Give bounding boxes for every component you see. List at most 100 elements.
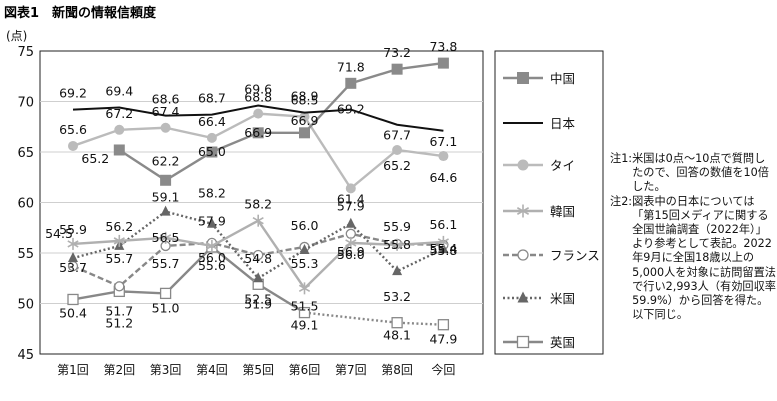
data-label: 55.9 xyxy=(383,219,411,234)
data-point xyxy=(517,291,529,303)
data-point xyxy=(438,151,449,162)
x-tick-label: 今回 xyxy=(431,362,455,377)
data-point xyxy=(516,335,530,349)
y-tick-label: 50 xyxy=(17,298,34,313)
asterisk-stroke xyxy=(345,239,357,247)
data-label: 55.7 xyxy=(105,251,133,266)
data-label: 54.5 xyxy=(45,226,73,241)
data-label: 73.2 xyxy=(383,45,411,60)
legend-item-日本: 日本 xyxy=(503,116,576,131)
data-label: 68.5 xyxy=(291,93,319,108)
series-line xyxy=(72,245,306,314)
legend-label: 日本 xyxy=(550,116,576,131)
legend-item-米国: 米国 xyxy=(503,291,575,306)
y-axis-unit-label: (点) xyxy=(6,29,27,43)
data-label: 69.2 xyxy=(59,86,87,101)
data-point xyxy=(68,140,78,151)
note-1-text: 米国は0点～10点で質問したので、回答の数値を10倍した。 xyxy=(632,152,769,194)
x-tick-label: 第5回 xyxy=(242,363,274,377)
data-point xyxy=(437,319,450,331)
data-label: 56.1 xyxy=(429,217,457,232)
data-labels: 69.2 69.4 68.6 68.7 69.6 68.9 71.8 73.2 73.8 65.6… xyxy=(45,39,457,347)
y-tick-labels: 45 50 55 60 65 70 75 xyxy=(17,45,34,363)
y-tick-label: 55 xyxy=(17,247,34,262)
data-point xyxy=(299,111,310,122)
legend-item-フランス: フランス xyxy=(503,248,600,263)
legend-item-中国: 中国 xyxy=(503,71,575,86)
series-中国 xyxy=(113,57,449,186)
data-label: 57.9 xyxy=(337,199,365,214)
asterisk-stroke xyxy=(252,216,264,225)
data-point xyxy=(114,124,125,135)
data-label: 56.5 xyxy=(152,230,180,245)
data-point xyxy=(160,231,172,244)
data-point xyxy=(206,217,217,228)
data-label: 51.5 xyxy=(291,298,319,313)
data-point xyxy=(113,234,125,247)
asterisk-stroke xyxy=(298,284,311,293)
asterisk-stroke xyxy=(437,238,449,246)
data-label: 56.0 xyxy=(291,218,319,233)
data-label: 68.8 xyxy=(244,90,272,105)
data-label: 55.3 xyxy=(291,256,319,271)
x-tick-labels: 第1回 第2回 第3回 第4回 第5回 第6回 第7回 第8回 今回 xyxy=(57,362,455,377)
note-2-label: 注2: xyxy=(610,194,633,208)
data-label: 65.2 xyxy=(383,158,411,173)
data-label: 64.6 xyxy=(429,170,457,185)
data-label: 56.0 xyxy=(198,250,226,265)
x-tick-label: 第4回 xyxy=(196,363,228,377)
series-line xyxy=(118,61,444,182)
data-point xyxy=(391,317,403,329)
data-label: 65.0 xyxy=(198,144,226,159)
series-韓国 xyxy=(67,214,449,295)
legend-item-タイ: タイ xyxy=(503,158,575,173)
data-point xyxy=(67,237,79,250)
data-label: 61.4 xyxy=(337,191,365,206)
data-label: 67.7 xyxy=(383,128,411,143)
legend-item-英国: 英国 xyxy=(503,335,575,350)
data-label: 66.9 xyxy=(291,113,319,128)
series-line xyxy=(72,104,444,132)
data-point xyxy=(299,127,310,139)
data-point xyxy=(114,281,125,292)
data-point xyxy=(298,282,311,295)
asterisk-stroke xyxy=(516,207,530,215)
data-label: 51.0 xyxy=(152,300,180,315)
data-point xyxy=(517,249,529,261)
data-point xyxy=(298,306,311,319)
data-label: 56.9 xyxy=(337,244,365,259)
x-tick-label: 第1回 xyxy=(57,363,89,377)
legend-label: 中国 xyxy=(550,71,575,86)
data-point xyxy=(516,204,530,218)
data-label: 55.4 xyxy=(429,241,457,256)
x-tick-label: 第7回 xyxy=(335,363,367,377)
asterisk-stroke xyxy=(67,240,79,248)
data-label: 66.9 xyxy=(244,125,272,140)
chart-title: 図表1 新聞の情報信頼度 xyxy=(4,5,157,21)
data-point xyxy=(253,249,264,261)
series-米国 xyxy=(68,205,449,283)
data-label: 54.8 xyxy=(244,251,272,266)
data-point xyxy=(299,243,310,254)
data-label: 55.8 xyxy=(383,237,411,252)
data-label: 47.9 xyxy=(429,332,457,347)
data-point xyxy=(517,159,529,171)
data-label: 51.7 xyxy=(105,303,133,318)
data-point xyxy=(160,205,171,216)
data-label: 68.6 xyxy=(152,92,180,107)
data-point xyxy=(252,127,264,139)
data-label: 65.2 xyxy=(81,151,109,166)
data-label: 69.6 xyxy=(244,82,272,97)
data-label: 65.6 xyxy=(59,122,87,137)
data-point xyxy=(391,63,403,75)
data-point xyxy=(391,238,403,251)
data-point xyxy=(206,146,218,158)
legend-label: 韓国 xyxy=(550,204,575,219)
legend-label: フランス xyxy=(550,248,600,263)
data-label: 53.2 xyxy=(383,289,411,304)
data-label: 53.7 xyxy=(59,260,87,275)
y-tick-label: 75 xyxy=(17,45,34,60)
asterisk-stroke xyxy=(391,241,403,249)
legend-label: 英国 xyxy=(550,335,575,350)
data-point xyxy=(345,217,356,228)
